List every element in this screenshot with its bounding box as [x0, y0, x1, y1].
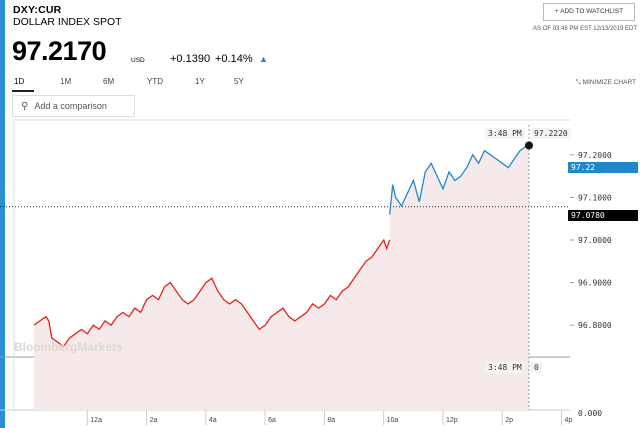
current-price: 97.2170 [12, 36, 107, 66]
area-fill [34, 145, 529, 410]
x-tick-label: 4a [209, 417, 217, 424]
minimize-chart-button[interactable]: ⤡ MINIMIZE CHART [575, 79, 636, 86]
tab-6m[interactable]: 6M [103, 77, 115, 86]
ticker-symbol: DXY:CUR [13, 4, 62, 16]
hover-time-label: 3:48 PM [485, 128, 525, 139]
x-tick-label: 4p [565, 417, 573, 424]
x-tick-label: 2a [150, 417, 158, 424]
price-unit: USD [131, 57, 145, 64]
price-change: +0.1390 [170, 53, 211, 65]
up-arrow-icon: ▲ [259, 54, 268, 64]
x-tick-label: 12a [90, 417, 102, 424]
collapse-icon: ⤡ [575, 79, 583, 86]
tab-1y[interactable]: 1Y [195, 77, 205, 86]
y-tick-label: 96.8000 [578, 321, 612, 330]
volume-value-label: 0 [531, 362, 542, 373]
x-tick-label: 12p [446, 417, 458, 424]
current-price-tag: 97.22 [568, 162, 638, 173]
tab-5y[interactable]: 5Y [234, 77, 244, 86]
volume-axis-label: 0.000 [578, 409, 603, 418]
y-tick-label: 96.9000 [578, 279, 612, 288]
previous-close-tag: 97.0780 [568, 210, 638, 221]
current-point-marker [525, 141, 533, 150]
volume-time-label: 3:48 PM [485, 362, 525, 373]
accent-bar [0, 0, 5, 428]
comparison-search-input[interactable]: ⚲ Add a comparison [12, 95, 135, 117]
hover-value-label: 97.2220 [531, 128, 571, 139]
x-tick-label: 2p [505, 417, 513, 424]
tab-ytd[interactable]: YTD [147, 77, 163, 86]
y-tick-label: 97.2000 [578, 151, 612, 160]
tab-1d[interactable]: 1D [14, 77, 25, 86]
bloomberg-watermark: BloombergMarkets [14, 340, 123, 354]
price-line-down [33, 238, 391, 348]
y-tick-label: 97.0000 [578, 236, 612, 245]
security-name: DOLLAR INDEX SPOT [13, 16, 122, 28]
search-icon: ⚲ [21, 101, 29, 112]
as-of-timestamp: AS OF 03:48 PM EST 12/13/2019 EDT [533, 26, 637, 32]
x-tick-label: 10a [387, 417, 399, 424]
x-tick-label: 8a [327, 417, 335, 424]
y-tick-label: 97.1000 [578, 193, 612, 202]
comparison-placeholder: Add a comparison [34, 101, 107, 111]
x-tick-label: 6a [268, 417, 276, 424]
price-line-up [389, 144, 530, 215]
tab-1m[interactable]: 1M [60, 77, 72, 86]
active-tab-indicator [12, 90, 34, 92]
add-to-watchlist-button[interactable]: + ADD TO WATCHLIST [543, 3, 635, 21]
price-change-percent: +0.14% [215, 53, 253, 65]
